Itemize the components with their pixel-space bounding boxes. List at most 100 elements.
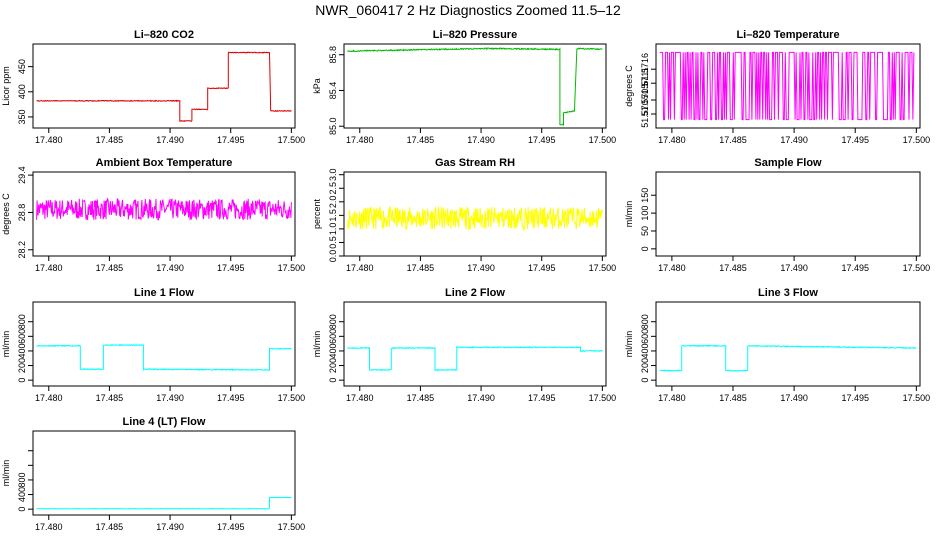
y-axis-label: ml/min	[624, 331, 634, 358]
y-tick-label: 85.8	[328, 46, 338, 64]
plot-frame	[343, 43, 607, 129]
x-tick-label: 17.500	[589, 263, 617, 273]
y-tick-label: 28.2	[17, 241, 27, 259]
x-tick-label: 17.490	[467, 135, 495, 145]
x-tick-label: 17.480	[658, 393, 686, 403]
y-tick-label: 50	[640, 226, 650, 236]
data-series	[36, 496, 292, 510]
y-tick-label: 400	[328, 343, 338, 358]
x-tick-label: 17.495	[217, 393, 245, 403]
x-tick-label: 17.485	[719, 135, 747, 145]
x-tick-label: 17.500	[278, 135, 306, 145]
x-tick-label: 17.480	[35, 135, 63, 145]
panel-0: Li–820 CO2 17.480 17.485 17.490 17.495 17.500…	[1, 29, 305, 145]
y-tick-label: 150	[640, 188, 650, 203]
x-tick-label: 17.480	[35, 393, 63, 403]
y-tick-label: 200	[328, 358, 338, 373]
x-tick-label: 17.500	[903, 263, 931, 273]
plot-frame	[32, 430, 296, 516]
x-tick-label: 17.490	[467, 263, 495, 273]
panel-5: Sample Flow 17.480 17.485 17.490 17.495 17.50…	[624, 157, 930, 273]
panel-9: Line 4 (LT) Flow 17.480 17.485 17.490 17.495…	[1, 416, 305, 532]
x-tick-label: 17.485	[407, 263, 435, 273]
x-tick-label: 17.485	[96, 263, 124, 273]
panel-4: Gas Stream RH 17.480 17.485 17.490 17.495 17.…	[312, 157, 616, 273]
y-tick-label: 450	[17, 59, 27, 74]
x-tick-label: 17.480	[658, 135, 686, 145]
plot-frame	[655, 43, 921, 129]
x-tick-label: 17.495	[217, 263, 245, 273]
x-tick-label: 17.500	[903, 135, 931, 145]
x-tick-label: 17.495	[841, 393, 869, 403]
y-tick-label: 3.0	[328, 168, 338, 181]
y-tick-label: 0	[17, 378, 27, 383]
y-tick-label: 600	[640, 329, 650, 344]
data-series	[36, 51, 292, 123]
y-tick-label: 800	[328, 314, 338, 329]
y-axis-label: Licor ppm	[1, 66, 11, 106]
x-tick-label: 17.490	[780, 135, 808, 145]
y-tick-label: 29.4	[17, 166, 27, 184]
y-axis-label: ml/min	[312, 331, 322, 358]
x-tick-label: 17.480	[346, 135, 374, 145]
y-axis-label: percent	[312, 198, 322, 229]
y-axis-label: ml/min	[624, 201, 634, 228]
x-tick-label: 17.490	[156, 522, 184, 532]
y-tick-label: 200	[17, 358, 27, 373]
y-tick-label: 51.5705	[640, 84, 650, 117]
panel-6: Line 1 Flow 17.480 17.485 17.490 17.495 17.50…	[1, 287, 305, 403]
plot-frame	[655, 301, 921, 387]
x-tick-label: 17.485	[96, 135, 124, 145]
panel-title: Line 4 (LT) Flow	[123, 416, 206, 428]
x-tick-label: 17.485	[719, 393, 747, 403]
y-tick-label: 400	[640, 343, 650, 358]
y-tick-label: 600	[328, 329, 338, 344]
data-series	[347, 47, 603, 127]
y-tick-label: 51.5711	[640, 67, 650, 99]
y-tick-label: 100	[640, 206, 650, 221]
y-tick-label: 0	[640, 246, 650, 251]
plot-frame	[343, 301, 607, 387]
x-tick-label: 17.490	[780, 263, 808, 273]
panel-2: Li–820 Temperature 17.480 17.485 17.490 17.4…	[624, 29, 930, 145]
panel-title: Li–820 Temperature	[736, 29, 839, 41]
y-tick-label: 85.4	[328, 82, 338, 100]
x-tick-label: 17.500	[589, 393, 617, 403]
y-tick-label: 350	[17, 109, 27, 124]
x-tick-label: 17.480	[346, 393, 374, 403]
y-tick-label: 28.8	[17, 204, 27, 222]
panel-8: Line 3 Flow 17.480 17.485 17.490 17.495 17.50…	[624, 287, 930, 403]
x-tick-label: 17.485	[407, 135, 435, 145]
y-tick-label: 85.0	[328, 117, 338, 135]
y-tick-label: 800	[17, 314, 27, 329]
data-series	[659, 51, 915, 121]
x-tick-label: 17.495	[217, 135, 245, 145]
data-series	[347, 205, 603, 232]
y-axis-label: degrees C	[624, 65, 634, 107]
x-tick-label: 17.495	[841, 263, 869, 273]
x-tick-label: 17.495	[528, 135, 556, 145]
y-tick-label: 1.5	[328, 209, 338, 222]
panel-title: Line 2 Flow	[445, 287, 505, 299]
x-tick-label: 17.485	[96, 393, 124, 403]
y-axis-label: degrees C	[1, 193, 11, 235]
panel-title: Line 1 Flow	[134, 287, 194, 299]
x-tick-label: 17.500	[903, 393, 931, 403]
panel-title: Sample Flow	[754, 157, 822, 169]
y-tick-label: 51.570	[640, 100, 650, 128]
y-tick-label: 0.0	[328, 250, 338, 263]
plot-frame	[32, 43, 296, 129]
panel-3: Ambient Box Temperature 17.480 17.485 17.49…	[1, 157, 305, 273]
x-tick-label: 17.490	[156, 393, 184, 403]
data-series	[36, 343, 292, 372]
y-tick-label: 400	[17, 84, 27, 99]
y-tick-label: 400	[17, 487, 27, 502]
plot-frame	[32, 171, 296, 257]
x-tick-label: 17.495	[841, 135, 869, 145]
y-tick-label: 0	[640, 378, 650, 383]
y-tick-label: 600	[17, 329, 27, 344]
data-series	[659, 344, 917, 372]
panel-7: Line 2 Flow 17.480 17.485 17.490 17.495 17.50…	[312, 287, 616, 403]
x-tick-label: 17.495	[528, 393, 556, 403]
plot-frame	[655, 171, 921, 257]
